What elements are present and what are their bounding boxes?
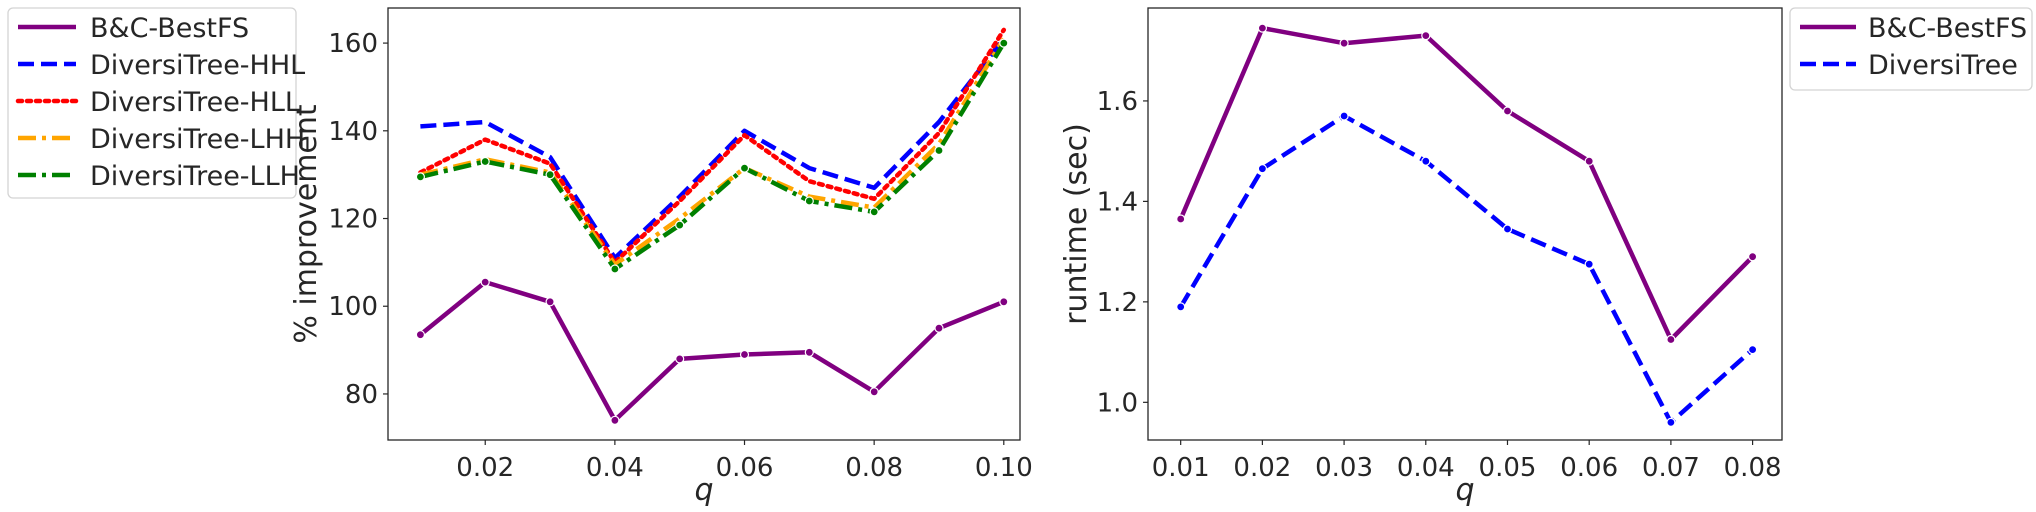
x-tick-label: 0.06 (1560, 453, 1618, 483)
x-tick-label: 0.02 (456, 453, 514, 483)
x-tick-label: 0.04 (1397, 453, 1455, 483)
legend-entry: DiversiTree-LHH (90, 124, 305, 155)
data-point (415, 172, 425, 182)
y-tick-label: 120 (328, 205, 378, 235)
x-tick-label: 0.01 (1152, 453, 1210, 483)
data-point (1666, 417, 1676, 427)
series-line-5 (419, 41, 1006, 272)
data-point (1747, 345, 1758, 355)
legend-2: B&C-BestFS DiversiTree (1789, 7, 2033, 91)
y-tick-label: 80 (345, 380, 378, 410)
data-point (1257, 23, 1268, 33)
chart-panel-2: 0.01 0.02 0.03 0.04 0.05 0.06 0.07 0.08 1.0 1.2 1.… (1059, 7, 1783, 508)
legend-entry: B&C-BestFS (1868, 13, 2027, 44)
x-tick-label: 0.04 (586, 453, 644, 483)
legend-entry: DiversiTree-HLL (90, 87, 300, 118)
series-line-2 (1178, 113, 1755, 425)
x-tick-label: 0.08 (1724, 453, 1782, 483)
x-tick-label: 0.07 (1642, 453, 1700, 483)
y-tick-label: 1.4 (1097, 187, 1138, 217)
data-point (415, 330, 425, 340)
data-point (869, 207, 879, 217)
data-point (739, 163, 750, 173)
data-point (675, 354, 685, 364)
data-point (1666, 334, 1676, 345)
data-point (675, 220, 685, 230)
legend-1: B&C-BestFS DiversiTree-HHL DiversiTree-HLL… (7, 7, 305, 199)
data-point (1502, 224, 1513, 234)
data-point (999, 297, 1009, 307)
x-tick-label: 0.08 (845, 453, 903, 483)
x-axis-label: q (694, 473, 713, 508)
y-axis-label: runtime (sec) (1059, 123, 1094, 325)
plot-frame (387, 7, 1021, 441)
x-tick-label: 0.02 (1233, 453, 1291, 483)
y-tick-label: 140 (328, 117, 378, 147)
x-tick-label: 0.10 (975, 453, 1033, 483)
data-point (610, 415, 620, 425)
plot-frame (1147, 7, 1783, 441)
data-point (1176, 214, 1186, 224)
data-point (1584, 259, 1594, 269)
y-tick-label: 1.2 (1097, 288, 1138, 318)
x-tick-label: 0.06 (716, 453, 774, 483)
y-tick-label: 1.0 (1097, 388, 1138, 418)
data-point (804, 196, 814, 206)
x-axis-label: q (1455, 473, 1474, 508)
series-line-2 (420, 37, 1006, 261)
data-point (869, 387, 879, 397)
data-point (934, 145, 944, 156)
data-point (545, 297, 555, 307)
data-point (480, 156, 490, 167)
legend-entry: DiversiTree-HHL (90, 50, 305, 81)
legend-entry: DiversiTree (1868, 50, 2018, 81)
y-tick-label: 1.6 (1097, 87, 1138, 117)
series-line-1 (418, 279, 1005, 423)
legend-frame (7, 7, 297, 199)
data-point (1339, 111, 1349, 121)
data-point (1747, 252, 1758, 262)
data-point (739, 349, 750, 360)
data-point (1584, 156, 1594, 166)
data-point (1421, 156, 1431, 166)
data-point (1339, 38, 1349, 48)
y-tick-label: 100 (328, 292, 378, 322)
data-point (1176, 302, 1186, 312)
series-line-3 (418, 27, 1007, 265)
legend-entry: B&C-BestFS (90, 13, 249, 44)
series-line-1 (1178, 25, 1755, 342)
data-point (1257, 164, 1268, 174)
data-point (610, 264, 620, 274)
data-point (804, 347, 814, 357)
data-point (934, 323, 944, 333)
data-point (1502, 106, 1513, 116)
data-point (999, 38, 1009, 48)
data-point (480, 277, 490, 287)
y-tick-label: 160 (328, 29, 378, 59)
x-tick-label: 0.03 (1315, 453, 1373, 483)
x-tick-label: 0.05 (1479, 453, 1537, 483)
legend-entry: DiversiTree-LLH (90, 161, 300, 192)
data-point (1421, 30, 1431, 41)
data-point (545, 170, 555, 180)
series-line-4 (419, 37, 1006, 267)
